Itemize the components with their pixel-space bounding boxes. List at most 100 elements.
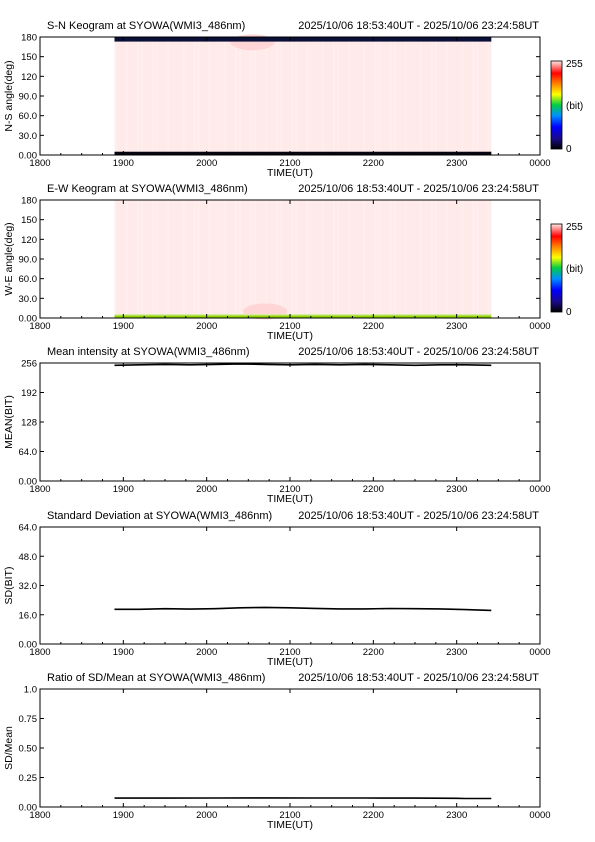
keogram-streak [223, 200, 226, 318]
keogram-streak [193, 37, 196, 155]
keogram-streak [140, 200, 143, 318]
x-tick-label: 2100 [279, 647, 300, 658]
plot-frame [39, 526, 541, 645]
x-tick-label: 2200 [363, 484, 384, 495]
x-tick-label: 2000 [196, 647, 217, 658]
keogram-streak [321, 37, 324, 155]
keogram-streak [393, 200, 396, 318]
y-tick-label: 120 [21, 72, 37, 83]
x-tick-label: 2200 [363, 810, 384, 821]
keogram-streak [404, 37, 407, 155]
x-tick-label: 0000 [529, 647, 550, 658]
y-tick-label: 64.0 [19, 447, 38, 458]
keogram-streak [197, 37, 200, 155]
keogram-streak [280, 37, 283, 155]
series-line [114, 363, 492, 367]
x-tick-label: 0000 [529, 321, 550, 332]
keogram-streak [137, 37, 140, 155]
x-tick-label: 2300 [446, 321, 467, 332]
x-axis-label: TIME(UT) [267, 330, 313, 342]
x-tick-label: 1800 [29, 158, 50, 169]
keogram-streak [476, 200, 479, 318]
x-tick-label: 1900 [113, 158, 134, 169]
keogram-streak [250, 37, 253, 155]
x-tick-label: 2100 [279, 321, 300, 332]
keogram-streak [140, 37, 143, 155]
chart-title: Ratio of SD/Mean at SYOWA(WMI3_486nm) [47, 672, 265, 684]
y-tick-label: 60.0 [19, 111, 38, 122]
keogram-streak [378, 200, 381, 318]
y-tick-label: 60.0 [19, 274, 38, 285]
y-tick-label: 0.75 [19, 714, 38, 725]
keogram-streak [152, 200, 155, 318]
keogram-streak [238, 37, 241, 155]
y-tick-label: 30.0 [19, 294, 38, 305]
y-tick-label: 0.00 [19, 477, 38, 488]
keogram-streak [348, 37, 351, 155]
x-tick-label: 1900 [113, 321, 134, 332]
keogram-streak [197, 200, 200, 318]
keogram-streak [434, 200, 437, 318]
y-tick-label: 120 [21, 235, 37, 246]
keogram-streak [167, 200, 170, 318]
series-line [114, 797, 492, 800]
keogram-streak [393, 37, 396, 155]
keogram-streak [125, 200, 128, 318]
keogram-streak [472, 37, 475, 155]
keogram-streak [472, 200, 475, 318]
chart-ew: E-W Keogram at SYOWA(WMI3_486nm) 2025/10/… [3, 183, 583, 342]
keogram-streak [276, 37, 279, 155]
y-tick-label: 150 [21, 52, 37, 63]
date-range: 2025/10/06 18:53:40UT - 2025/10/06 23:24… [298, 346, 539, 358]
x-tick-label: 1900 [113, 810, 134, 821]
keogram-streak [235, 37, 238, 155]
keogram-streak [295, 200, 298, 318]
y-tick-label: 64.0 [19, 523, 38, 534]
keogram-streak [295, 37, 298, 155]
keogram-streak [333, 37, 336, 155]
x-tick-label: 1800 [29, 647, 50, 658]
x-axis-label: TIME(UT) [267, 656, 313, 668]
keogram-streak [114, 37, 117, 155]
keogram-streak [291, 37, 294, 155]
x-tick-label: 1900 [113, 647, 134, 658]
keogram-streak [235, 200, 238, 318]
chart-mean: Mean intensity at SYOWA(WMI3_486nm) 2025/… [3, 346, 551, 505]
y-axis-label: SD/Mean [3, 726, 15, 770]
keogram-streak [208, 200, 211, 318]
x-tick-label: 2200 [363, 647, 384, 658]
keogram-streak [152, 37, 155, 155]
keogram-streak [446, 37, 449, 155]
y-tick-label: 90.0 [19, 255, 38, 266]
y-tick-label: 180 [21, 33, 37, 44]
keogram-streak [389, 37, 392, 155]
keogram-streak [336, 200, 339, 318]
keogram-edge-band-0 [114, 37, 492, 42]
keogram-streak [476, 37, 479, 155]
keogram-image [114, 37, 492, 155]
keogram-edge-band-1 [114, 314, 492, 316]
keogram-streak [389, 200, 392, 318]
series-line [114, 606, 492, 612]
keogram-edge-band-1 [114, 151, 492, 155]
x-tick-label: 2300 [446, 158, 467, 169]
keogram-streak [419, 37, 422, 155]
y-tick-label: 180 [21, 196, 37, 207]
x-tick-label: 2000 [196, 158, 217, 169]
x-tick-label: 2300 [446, 484, 467, 495]
y-tick-label: 256 [21, 359, 37, 370]
colorbar-max-label: 255 [566, 59, 583, 70]
keogram-streak [378, 37, 381, 155]
keogram-streak [250, 200, 253, 318]
keogram-streak [461, 200, 464, 318]
keogram-streak [276, 200, 279, 318]
keogram-streak [306, 37, 309, 155]
colorbar-unit-label: (bit) [566, 101, 583, 112]
keogram-streak [137, 200, 140, 318]
keogram-streak [487, 37, 490, 155]
x-tick-label: 0000 [529, 810, 550, 821]
chart-title: Standard Deviation at SYOWA(WMI3_486nm) [47, 510, 272, 522]
x-tick-label: 2000 [196, 810, 217, 821]
keogram-streak [280, 200, 283, 318]
